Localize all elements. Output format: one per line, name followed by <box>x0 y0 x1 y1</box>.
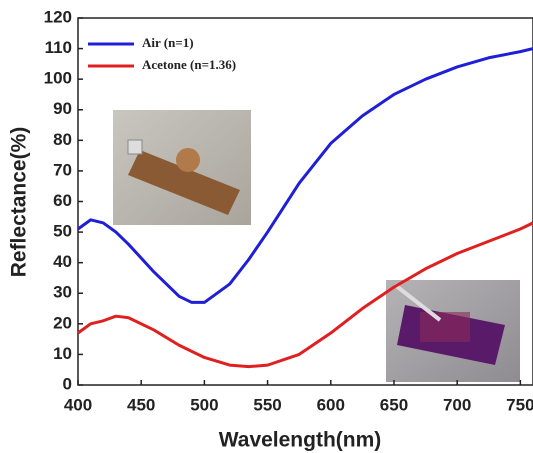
y-tick-label: 100 <box>44 69 72 88</box>
y-tick-label: 110 <box>45 38 72 57</box>
inset-photo-acetone <box>386 280 520 382</box>
inset-photo-air <box>113 110 251 225</box>
y-tick-label: 90 <box>53 99 72 118</box>
y-tick-label: 20 <box>53 313 72 332</box>
x-tick-label: 600 <box>317 395 345 414</box>
x-tick-label: 500 <box>190 395 218 414</box>
y-tick-label: 80 <box>53 130 72 149</box>
y-tick-label: 50 <box>53 222 72 241</box>
x-tick-label: 550 <box>253 395 281 414</box>
y-tick-label: 0 <box>63 374 72 393</box>
legend-label: Air (n=1) <box>142 35 194 50</box>
x-tick-label: 650 <box>380 395 408 414</box>
y-tick-label: 40 <box>53 252 72 271</box>
y-tick-label: 30 <box>53 283 72 302</box>
y-axis-title: Reflectance(%) <box>8 127 31 278</box>
x-tick-label: 750 <box>506 395 533 414</box>
legend-label: Acetone (n=1.36) <box>142 57 236 72</box>
y-tick-label: 120 <box>44 7 72 26</box>
x-tick-label: 450 <box>127 395 155 414</box>
series-line <box>77 47 533 304</box>
x-tick-label: 700 <box>443 395 471 414</box>
x-tick-label: 400 <box>64 395 92 414</box>
y-tick-label: 10 <box>53 344 72 363</box>
y-tick-label: 70 <box>53 160 72 179</box>
x-axis-title: Wavelength(nm) <box>219 429 382 452</box>
y-tick-label: 60 <box>53 191 72 210</box>
series-line <box>77 221 533 369</box>
